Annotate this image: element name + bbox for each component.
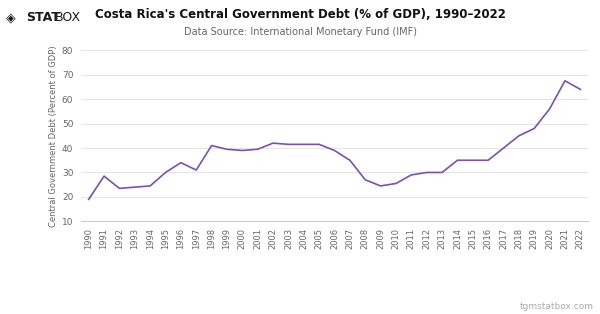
Y-axis label: Central Government Debt (Percent of GDP): Central Government Debt (Percent of GDP) [49,45,58,227]
Text: BOX: BOX [55,11,81,24]
Text: tgmstatbox.com: tgmstatbox.com [520,302,594,311]
Text: STAT: STAT [26,11,59,24]
Text: ◈: ◈ [6,11,16,24]
Text: Data Source: International Monetary Fund (IMF): Data Source: International Monetary Fund… [184,27,416,37]
Text: Costa Rica's Central Government Debt (% of GDP), 1990–2022: Costa Rica's Central Government Debt (% … [95,8,505,21]
